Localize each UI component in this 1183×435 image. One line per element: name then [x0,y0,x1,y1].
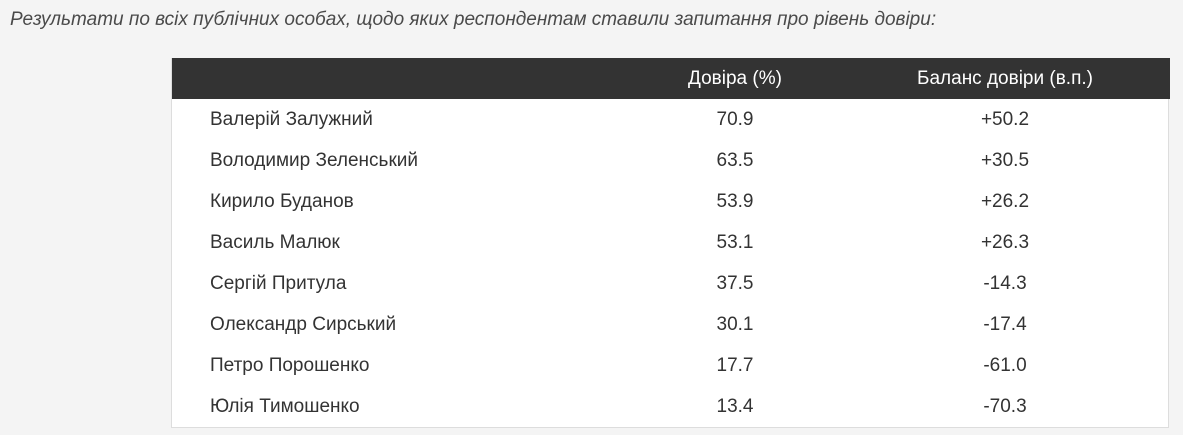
cell-trust: 37.5 [716,272,754,294]
cell-name: Василь Малюк [210,231,340,253]
cell-balance: +30.5 [980,149,1030,171]
cell-name: Володимир Зеленський [210,149,418,171]
header-balance: Баланс довіри (в.п.) [917,67,1093,89]
cell-trust: 53.9 [716,190,754,212]
cell-name: Кирило Буданов [210,190,354,212]
table-row: Петро Порошенко 17.7 -61.0 [172,345,1170,386]
cell-trust: 17.7 [716,354,754,376]
cell-balance: -14.3 [983,272,1027,294]
table-row: Валерій Залужний 70.9 +50.2 [172,99,1170,140]
table-row: Юлія Тимошенко 13.4 -70.3 [172,386,1170,427]
cell-balance: +50.2 [980,108,1030,130]
cell-trust: 63.5 [716,149,754,171]
table-row: Олександр Сирський 30.1 -17.4 [172,304,1170,345]
table-header-row: Довіра (%) Баланс довіри (в.п.) [172,58,1170,99]
table-row: Кирило Буданов 53.9 +26.2 [172,181,1170,222]
cell-trust: 30.1 [716,313,754,335]
table-row: Володимир Зеленський 63.5 +30.5 [172,140,1170,181]
cell-trust: 70.9 [716,108,754,130]
cell-trust: 53.1 [716,231,754,253]
cell-balance: +26.3 [980,231,1030,253]
cell-balance: -17.4 [983,313,1027,335]
cell-name: Олександр Сирський [210,313,397,335]
cell-name: Сергій Притула [210,272,347,294]
cell-balance: -70.3 [983,395,1027,417]
trust-table: Довіра (%) Баланс довіри (в.п.) Валерій … [172,58,1170,427]
table-row: Сергій Притула 37.5 -14.3 [172,263,1170,304]
header-name [172,58,630,99]
intro-text: Результати по всіх публічних особах, щод… [10,9,937,30]
cell-balance: +26.2 [980,190,1030,212]
cell-name: Петро Порошенко [210,354,370,376]
trust-table-container: Довіра (%) Баланс довіри (в.п.) Валерій … [171,58,1170,428]
cell-trust: 13.4 [716,395,754,417]
table-row: Василь Малюк 53.1 +26.3 [172,222,1170,263]
cell-balance: -61.0 [983,354,1027,376]
cell-name: Юлія Тимошенко [210,395,360,417]
header-trust: Довіра (%) [688,67,782,89]
cell-name: Валерій Залужний [210,108,373,130]
